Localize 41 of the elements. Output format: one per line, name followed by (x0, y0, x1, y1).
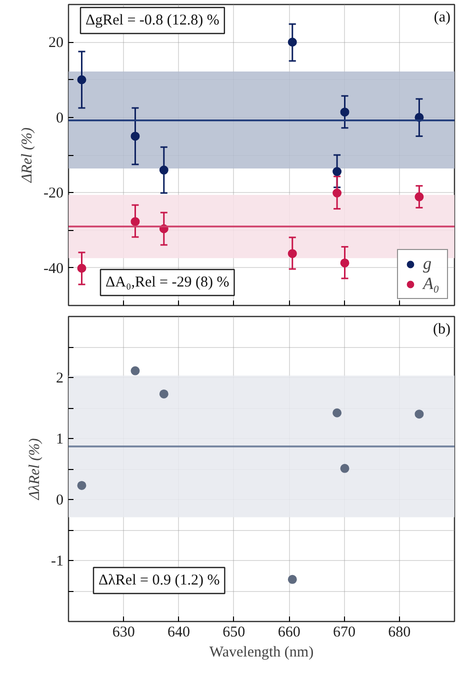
point (332, 408, 342, 418)
y-tick-label: -40 (44, 260, 64, 277)
y-tick-label: 1 (56, 432, 64, 448)
point (340, 108, 350, 117)
y-tick-label: 20 (48, 35, 64, 52)
y-tick-label: 2 (56, 370, 64, 386)
annotation: ΔA₀,Rel = -29 (8) % (106, 274, 230, 290)
y-axis-title: ΔRel (%) (20, 127, 36, 184)
x-tick-label: 650 (222, 624, 246, 640)
point (288, 249, 297, 258)
point (159, 389, 168, 398)
point (414, 410, 424, 419)
point (130, 366, 140, 376)
y-tick-label: -1 (51, 554, 64, 570)
point (77, 75, 86, 84)
annotation: (b) (433, 322, 451, 338)
y-tick-label: 0 (56, 110, 64, 126)
point (77, 264, 86, 273)
x-tick-label: 680 (388, 624, 411, 640)
point (288, 38, 297, 47)
annotation: (a) (434, 10, 451, 26)
legend-label: A₀ (423, 274, 440, 294)
point (77, 480, 86, 490)
point (159, 166, 168, 175)
point (130, 217, 140, 226)
y-axis-title: ΔλRel (%) (27, 438, 44, 501)
x-tick-label: 670 (332, 624, 356, 640)
point (288, 574, 297, 584)
y-tick-label: -20 (44, 186, 64, 202)
y-tick-label: 0 (56, 492, 64, 508)
annotation: ΔgRel = -0.8 (12.8) % (86, 12, 220, 28)
x-tick-label: 640 (168, 624, 190, 640)
legend-label: g (423, 254, 432, 274)
point (414, 192, 424, 202)
x-tick-label: 660 (278, 624, 300, 640)
x-axis-title: Wavelength (nm) (209, 644, 314, 660)
point (340, 258, 350, 268)
point (130, 132, 140, 141)
x-tick-label: 630 (112, 624, 135, 640)
annotation: ΔλRel = 0.9 (1.2) % (98, 572, 220, 588)
point (340, 464, 350, 473)
